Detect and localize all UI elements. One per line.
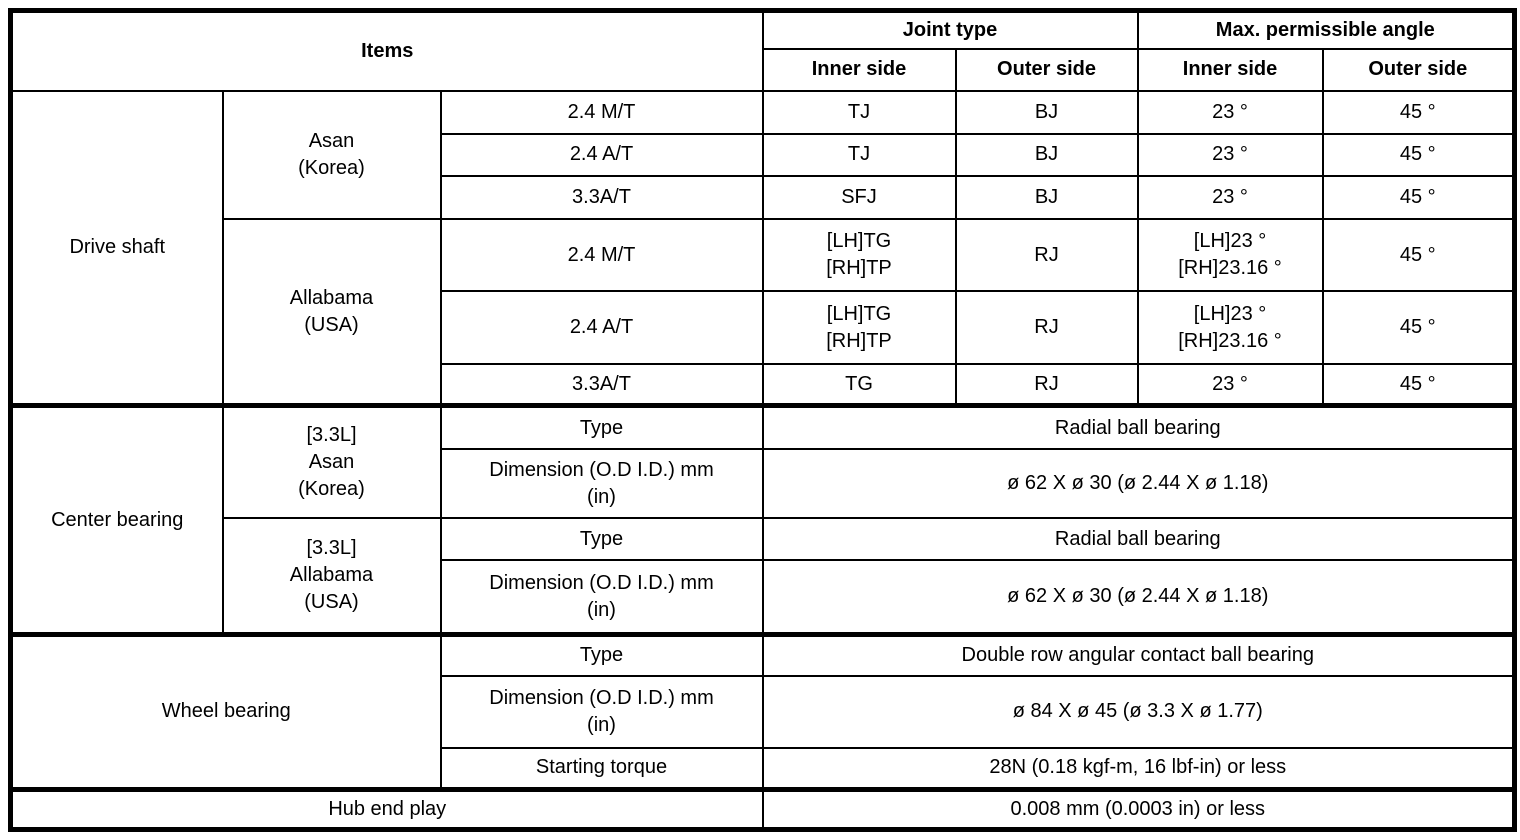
joint-outer-cell: RJ [954,362,1139,407]
joint-inner-side-header: Inner side [761,47,957,92]
angle-inner-cell: 23 ° [1136,132,1324,178]
angle-inner-cell: 23 ° [1136,175,1324,221]
hub-end-play-value-cell: 0.008 mm (0.0003 in) or less [761,786,1516,831]
variant-cell: 2.4 A/T [439,290,764,365]
joint-outer-cell: RJ [954,218,1139,293]
hub-end-play-label-cell: Hub end play [9,786,764,831]
joint-inner-cell: TJ [761,132,957,178]
table-row: Dimension (O.D I.D.) mm (in) ø 84 X ø 45… [11,674,1516,750]
angle-outer-cell: 45 ° [1321,362,1516,407]
wheel-bearing-label-cell: Wheel bearing [9,632,442,791]
angle-outer-cell: 45 ° [1321,89,1516,135]
joint-inner-cell: SFJ [761,175,957,221]
table-row: Hub end play 0.008 mm (0.0003 in) or les… [9,786,1516,831]
variant-cell: 3.3A/T [439,175,764,221]
dimension-value-cell: ø 62 X ø 30 (ø 2.44 X ø 1.18) [761,559,1516,636]
joint-outer-cell: BJ [954,175,1139,221]
variant-cell: 2.4 M/T [439,218,764,293]
angle-outer-cell: 45 ° [1321,132,1516,178]
dimension-label-cell: Dimension (O.D I.D.) mm (in) [439,674,764,750]
center-bearing-asan-label-cell: [3.3L] Asan (Korea) [221,403,442,520]
dimension-value-cell: ø 62 X ø 30 (ø 2.44 X ø 1.18) [761,448,1516,520]
dimension-label-cell: Dimension (O.D I.D.) mm (in) [439,559,764,636]
type-value-cell: Radial ball bearing [761,403,1516,451]
table-row: 3.3A/T TG RJ 23 ° 45 ° [11,362,1516,407]
angle-outer-cell: 45 ° [1321,218,1516,293]
joint-inner-cell: [LH]TG [RH]TP [761,218,957,293]
type-label-cell: Type [439,632,764,677]
table-row: Wheel bearing Type Double row angular co… [9,632,1516,791]
joint-inner-cell: [LH]TG [RH]TP [761,290,957,365]
joint-outer-cell: BJ [954,132,1139,178]
dimension-label-cell: Dimension (O.D I.D.) mm (in) [439,448,764,520]
table-row: 2.4 A/T [LH]TG [RH]TP RJ [LH]23 ° [RH]23… [11,290,1516,365]
dimension-value-cell: ø 84 X ø 45 (ø 3.3 X ø 1.77) [761,674,1516,750]
joint-outer-cell: BJ [954,89,1139,135]
variant-cell: 2.4 A/T [439,132,764,178]
header-row-sides: Inner side Outer side Inner side Outer s… [11,47,1516,92]
type-value-cell: Double row angular contact ball bearing [761,632,1516,677]
joint-type-header: Joint type [761,9,1139,50]
header-row-groups: Items Joint type Max. permissible angle [9,9,1516,92]
table-row: 3.3A/T SFJ BJ 23 ° 45 ° [11,175,1516,221]
table-row: Starting torque 28N (0.18 kgf-m, 16 lbf-… [11,747,1516,791]
starting-torque-value-cell: 28N (0.18 kgf-m, 16 lbf-in) or less [761,747,1516,791]
joint-inner-cell: TG [761,362,957,407]
table-row: [3.3L] Allabama (USA) Type Radial ball b… [11,517,1516,636]
table-row: Dimension (O.D I.D.) mm (in) ø 62 X ø 30… [11,559,1516,636]
table-row: Drive shaft Asan (Korea) 2.4 M/T TJ BJ 2… [9,89,1516,407]
center-bearing-allabama-label-cell: [3.3L] Allabama (USA) [221,517,442,636]
variant-cell: 2.4 M/T [439,89,764,135]
drive-shaft-spec-table: Items Joint type Max. permissible angle … [8,8,1518,832]
type-label-cell: Type [439,517,764,562]
table-row: Allabama (USA) 2.4 M/T [LH]TG [RH]TP RJ … [11,218,1516,407]
angle-inner-side-header: Inner side [1136,47,1324,92]
center-bearing-label-cell: Center bearing [9,403,224,636]
variant-cell: 3.3A/T [439,362,764,407]
angle-inner-cell: 23 ° [1136,89,1324,135]
angle-inner-cell: [LH]23 ° [RH]23.16 ° [1136,290,1324,365]
table-row: Center bearing [3.3L] Asan (Korea) Type … [9,403,1516,636]
angle-outer-side-header: Outer side [1321,47,1516,92]
angle-outer-cell: 45 ° [1321,175,1516,221]
joint-outer-side-header: Outer side [954,47,1139,92]
joint-inner-cell: TJ [761,89,957,135]
table-row: 2.4 A/T TJ BJ 23 ° 45 ° [11,132,1516,178]
items-header: Items [9,9,764,92]
drive-shaft-label-cell: Drive shaft [9,89,224,407]
angle-outer-cell: 45 ° [1321,290,1516,365]
angle-inner-cell: [LH]23 ° [RH]23.16 ° [1136,218,1324,293]
type-label-cell: Type [439,403,764,451]
starting-torque-label-cell: Starting torque [439,747,764,791]
max-permissible-angle-header: Max. permissible angle [1136,9,1516,50]
allabama-usa-label-cell: Allabama (USA) [221,218,442,407]
joint-outer-cell: RJ [954,290,1139,365]
asan-korea-label-cell: Asan (Korea) [221,89,442,221]
angle-inner-cell: 23 ° [1136,362,1324,407]
type-value-cell: Radial ball bearing [761,517,1516,562]
table-row: Dimension (O.D I.D.) mm (in) ø 62 X ø 30… [11,448,1516,520]
